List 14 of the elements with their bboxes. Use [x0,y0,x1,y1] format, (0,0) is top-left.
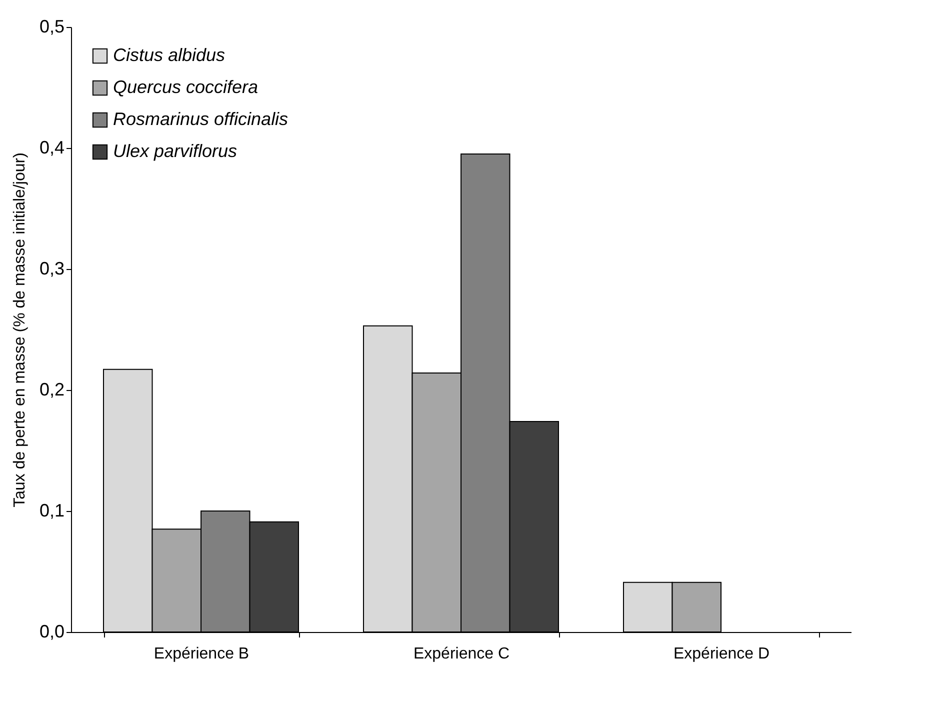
legend-label: Ulex parviflorus [113,141,238,161]
legend-label: Rosmarinus officinalis [113,109,288,129]
y-tick-label: 0,1 [39,500,64,520]
x-tick-label: Expérience D [673,646,770,662]
legend-label: Cistus albidus [113,45,226,65]
y-tick-label: 0,0 [39,622,64,642]
x-tick-label: Expérience B [154,646,250,662]
legend-label: Quercus coccifera [113,77,258,97]
y-tick-label: 0,5 [39,16,64,36]
y-tick-label: 0,4 [39,138,64,158]
y-tick-label: 0,3 [39,258,64,278]
x-tick-label: Expérience C [413,646,510,662]
y-tick-label: 0,2 [39,380,64,400]
y-axis-title: Taux de perte en masse (% de masse initiale/jour) [11,152,28,508]
